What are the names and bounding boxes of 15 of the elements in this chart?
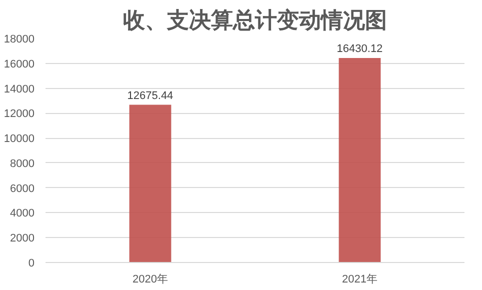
x-tick-label: 2021年 (342, 274, 378, 286)
y-tick-label: 2000 (10, 232, 35, 245)
y-tick-label: 8000 (10, 158, 35, 170)
y-tick-label: 0 (28, 258, 35, 270)
data-label: 16430.12 (336, 43, 383, 56)
data-label: 12675.44 (127, 90, 174, 102)
y-tick-label: 18000 (4, 34, 35, 46)
y-tick-label: 4000 (10, 208, 35, 220)
y-tick-label: 12000 (4, 108, 35, 120)
y-tick-label: 14000 (4, 83, 35, 96)
x-tick-label: 2020年 (132, 274, 168, 286)
y-tick-label: 6000 (10, 182, 35, 195)
y-tick-label: 10000 (4, 133, 35, 146)
chart-title: 收、支决算总计变动情况图 (123, 8, 387, 34)
y-tick-label: 16000 (4, 58, 35, 70)
